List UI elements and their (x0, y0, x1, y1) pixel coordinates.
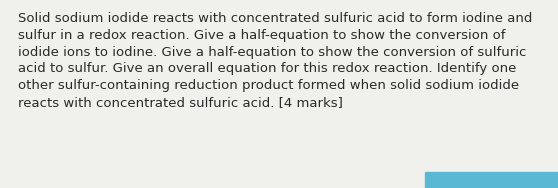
Text: Solid sodium iodide reacts with concentrated sulfuric acid to form iodine and su: Solid sodium iodide reacts with concentr… (18, 12, 532, 109)
Bar (425, 172, 558, 188)
